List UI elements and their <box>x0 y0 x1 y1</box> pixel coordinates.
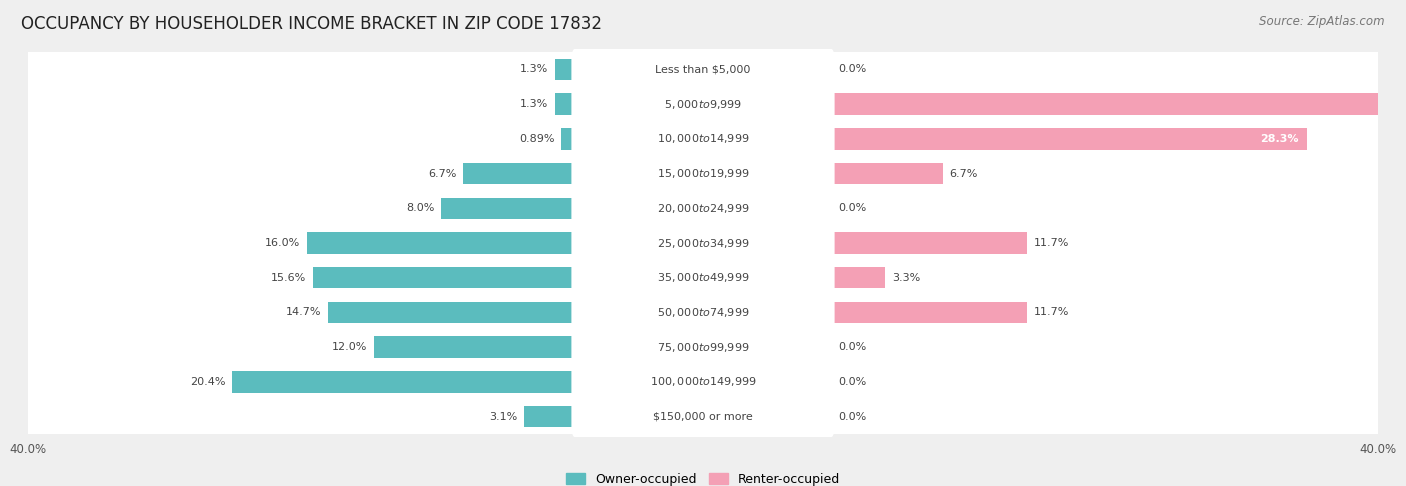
Text: OCCUPANCY BY HOUSEHOLDER INCOME BRACKET IN ZIP CODE 17832: OCCUPANCY BY HOUSEHOLDER INCOME BRACKET … <box>21 15 602 33</box>
Text: 0.0%: 0.0% <box>838 65 866 74</box>
Bar <box>314 267 576 289</box>
Bar <box>561 128 576 150</box>
FancyBboxPatch shape <box>571 257 835 299</box>
Text: 3.3%: 3.3% <box>891 273 920 283</box>
Bar <box>0 260 1406 295</box>
Bar <box>830 232 1026 254</box>
Bar <box>830 267 886 289</box>
Bar <box>830 128 1308 150</box>
FancyBboxPatch shape <box>571 222 835 264</box>
Text: 1.3%: 1.3% <box>520 65 548 74</box>
Bar <box>0 87 1406 122</box>
Bar <box>830 302 1026 323</box>
FancyBboxPatch shape <box>571 187 835 229</box>
Bar <box>0 399 1406 434</box>
Text: 14.7%: 14.7% <box>287 308 322 317</box>
Text: 1.3%: 1.3% <box>520 99 548 109</box>
Text: 0.0%: 0.0% <box>838 412 866 421</box>
Text: $20,000 to $24,999: $20,000 to $24,999 <box>657 202 749 215</box>
Bar <box>524 406 576 427</box>
Text: Source: ZipAtlas.com: Source: ZipAtlas.com <box>1260 15 1385 28</box>
Bar <box>0 364 1406 399</box>
Text: 3.1%: 3.1% <box>489 412 517 421</box>
Bar <box>830 163 942 184</box>
FancyBboxPatch shape <box>571 326 835 368</box>
FancyBboxPatch shape <box>571 361 835 403</box>
Text: 0.0%: 0.0% <box>838 377 866 387</box>
Text: 12.0%: 12.0% <box>332 342 367 352</box>
Text: 15.6%: 15.6% <box>271 273 307 283</box>
Text: $50,000 to $74,999: $50,000 to $74,999 <box>657 306 749 319</box>
Text: $5,000 to $9,999: $5,000 to $9,999 <box>664 98 742 111</box>
FancyBboxPatch shape <box>571 48 835 90</box>
Text: $15,000 to $19,999: $15,000 to $19,999 <box>657 167 749 180</box>
Text: 0.89%: 0.89% <box>519 134 555 144</box>
Bar <box>0 122 1406 156</box>
Text: $75,000 to $99,999: $75,000 to $99,999 <box>657 341 749 354</box>
Bar <box>464 163 576 184</box>
Text: $150,000 or more: $150,000 or more <box>654 412 752 421</box>
Text: 6.7%: 6.7% <box>949 169 977 178</box>
Bar <box>0 226 1406 260</box>
Text: 16.0%: 16.0% <box>264 238 299 248</box>
Bar <box>232 371 576 393</box>
Text: Less than $5,000: Less than $5,000 <box>655 65 751 74</box>
Bar <box>0 330 1406 364</box>
FancyBboxPatch shape <box>571 118 835 160</box>
Text: 0.0%: 0.0% <box>838 342 866 352</box>
Legend: Owner-occupied, Renter-occupied: Owner-occupied, Renter-occupied <box>567 472 839 486</box>
FancyBboxPatch shape <box>571 83 835 125</box>
Bar <box>0 52 1406 87</box>
FancyBboxPatch shape <box>571 396 835 438</box>
Bar <box>329 302 576 323</box>
Bar <box>307 232 576 254</box>
Bar <box>374 336 576 358</box>
Text: 28.3%: 28.3% <box>1260 134 1299 144</box>
FancyBboxPatch shape <box>571 153 835 195</box>
Text: 20.4%: 20.4% <box>190 377 225 387</box>
Text: $100,000 to $149,999: $100,000 to $149,999 <box>650 375 756 388</box>
Text: $35,000 to $49,999: $35,000 to $49,999 <box>657 271 749 284</box>
Bar <box>0 156 1406 191</box>
Bar <box>830 93 1406 115</box>
Bar <box>0 295 1406 330</box>
Bar <box>554 93 576 115</box>
FancyBboxPatch shape <box>571 291 835 333</box>
Text: 6.7%: 6.7% <box>429 169 457 178</box>
Text: 8.0%: 8.0% <box>406 203 434 213</box>
Bar <box>0 191 1406 226</box>
Bar <box>554 59 576 80</box>
Text: 11.7%: 11.7% <box>1033 238 1069 248</box>
Text: 0.0%: 0.0% <box>838 203 866 213</box>
Text: $25,000 to $34,999: $25,000 to $34,999 <box>657 237 749 249</box>
Text: $10,000 to $14,999: $10,000 to $14,999 <box>657 132 749 145</box>
Bar <box>441 197 576 219</box>
Text: 11.7%: 11.7% <box>1033 308 1069 317</box>
